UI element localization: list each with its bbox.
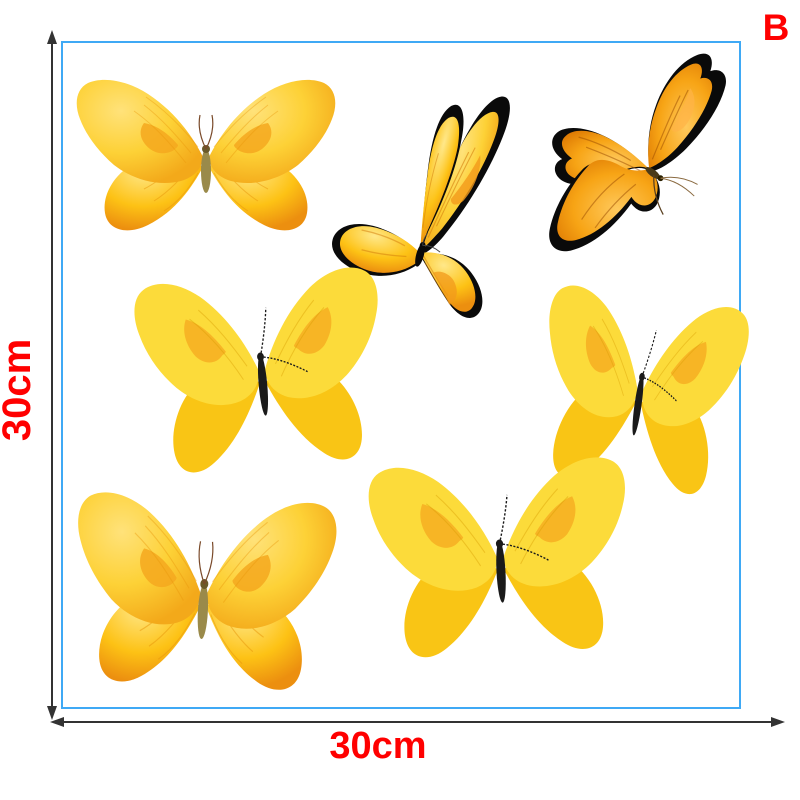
svg-text:B: B — [763, 7, 790, 48]
svg-text:30cm: 30cm — [329, 725, 426, 767]
svg-text:30cm: 30cm — [0, 339, 39, 441]
